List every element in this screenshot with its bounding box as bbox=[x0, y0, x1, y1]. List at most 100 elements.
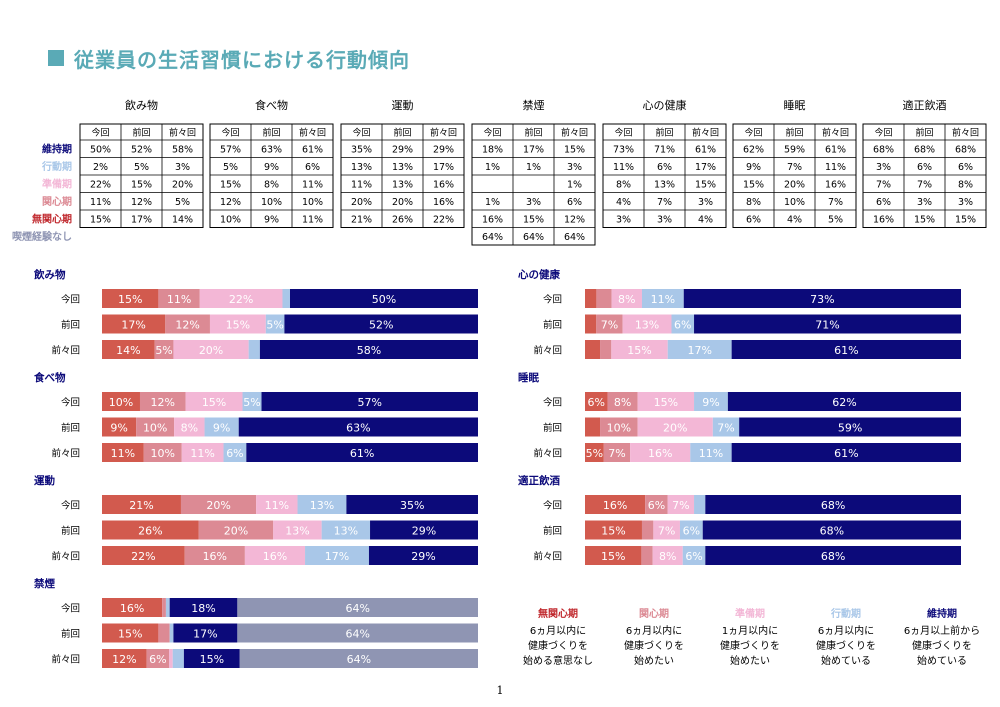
table-header-cell: 今回 bbox=[221, 127, 239, 139]
page-title: 従業員の生活習慣における行動傾向 bbox=[48, 44, 410, 72]
table-header-cell: 前回 bbox=[655, 127, 673, 139]
bar-data-label: 26% bbox=[138, 525, 162, 538]
table-border bbox=[209, 123, 334, 228]
legend-description-line: 健康づくりを bbox=[816, 641, 876, 652]
legend-description-line: 始めている bbox=[917, 656, 967, 667]
bar-segment-維持期 bbox=[727, 392, 961, 411]
table-border bbox=[471, 123, 596, 246]
table-cell: 8% bbox=[746, 197, 761, 208]
chart-title: 運動 bbox=[34, 474, 55, 487]
table-cell: 4% bbox=[698, 215, 713, 226]
bar-segment-行動期 bbox=[282, 289, 290, 308]
table-cell: 15% bbox=[220, 180, 241, 191]
bar-data-label: 50% bbox=[372, 293, 396, 306]
bar-segment-関心期 bbox=[641, 546, 653, 565]
table-cell: 6% bbox=[746, 215, 761, 226]
table-header-cell: 前々回 bbox=[952, 127, 979, 139]
bar-segment-維持期 bbox=[259, 340, 478, 359]
table-cell: 5% bbox=[134, 162, 149, 173]
bar-data-label: 22% bbox=[229, 293, 253, 306]
bar-data-label: 9% bbox=[213, 422, 230, 435]
bar-segment-関心期 bbox=[600, 417, 638, 437]
table-border bbox=[732, 123, 857, 228]
bar-segment-準備期 bbox=[611, 289, 642, 308]
table-cell: 16% bbox=[482, 215, 503, 226]
table-cell: 15% bbox=[564, 145, 585, 156]
chart-category-label: 前々回 bbox=[533, 448, 562, 460]
table-cell: 4% bbox=[787, 215, 802, 226]
table-cell: 22% bbox=[433, 215, 454, 226]
table-cell: 16% bbox=[873, 215, 894, 226]
table-cell: 6% bbox=[958, 162, 973, 173]
bar-segment-無関心期 bbox=[102, 546, 185, 565]
bar-segment-関心期 bbox=[596, 314, 623, 334]
legend-stage-name: 関心期 bbox=[639, 609, 669, 620]
bar-segment-無関心期 bbox=[102, 417, 137, 437]
bar-segment-無関心期 bbox=[102, 340, 155, 359]
bar-segment-行動期 bbox=[641, 289, 684, 308]
table-cell: 7% bbox=[828, 197, 843, 208]
bar-data-label: 6% bbox=[149, 653, 166, 666]
bar-segment-維持期 bbox=[731, 340, 961, 359]
bar-data-label: 15% bbox=[118, 293, 142, 306]
bar-segment-維持期 bbox=[173, 623, 238, 643]
bar-data-label: 17% bbox=[193, 628, 217, 641]
bar-segment-維持期 bbox=[346, 495, 478, 514]
bar-segment-関心期 bbox=[143, 443, 182, 462]
bar-segment-行動期 bbox=[169, 623, 174, 643]
bar-data-label: 13% bbox=[285, 525, 309, 538]
table-cell: 15% bbox=[955, 215, 976, 226]
bar-data-label: 29% bbox=[412, 525, 436, 538]
table-border bbox=[602, 123, 727, 228]
bar-segment-無関心期 bbox=[585, 289, 597, 308]
bar-segment-準備期 bbox=[630, 443, 691, 462]
table-cell: 68% bbox=[873, 145, 894, 156]
table-cell: 6% bbox=[305, 162, 320, 173]
table-cell: 21% bbox=[351, 215, 372, 226]
table-cell: 11% bbox=[351, 180, 372, 191]
bar-data-label: 11% bbox=[167, 293, 191, 306]
title-square-icon bbox=[48, 50, 64, 66]
legend-stage-name: 維持期 bbox=[927, 609, 957, 620]
bar-data-label: 68% bbox=[820, 525, 844, 538]
table-border bbox=[340, 123, 465, 228]
legend-description-line: 6ヵ月以内に bbox=[817, 626, 875, 637]
table-cell: 29% bbox=[433, 145, 454, 156]
bar-segment-行動期 bbox=[671, 314, 695, 334]
bar-segment-維持期 bbox=[368, 546, 478, 565]
legend-item-3: 行動期 6ヵ月以内に 健康づくりを 始めている bbox=[800, 607, 892, 669]
bar-segment-準備期 bbox=[185, 392, 243, 411]
table-cell: 17% bbox=[131, 215, 152, 226]
bar-segment-準備期 bbox=[244, 546, 306, 565]
chart-category-label: 今回 bbox=[543, 500, 562, 512]
bar-segment-無関心期 bbox=[102, 392, 140, 411]
chart-category-label: 前回 bbox=[61, 319, 80, 331]
legend-item-0: 無関心期 6ヵ月以内に 健康づくりを 始める意思なし bbox=[512, 607, 604, 669]
bar-data-label: 61% bbox=[834, 344, 858, 357]
bar-data-label: 8% bbox=[618, 293, 635, 306]
bar-segment-維持期 bbox=[246, 443, 478, 462]
bar-data-label: 15% bbox=[226, 319, 250, 332]
bar-segment-無関心期 bbox=[102, 443, 144, 462]
chart-title: 禁煙 bbox=[33, 577, 55, 590]
bar-data-label: 11% bbox=[699, 447, 723, 460]
bar-data-label: 10% bbox=[151, 447, 175, 460]
bar-data-label: 13% bbox=[635, 319, 659, 332]
table-title: 運動 bbox=[392, 98, 414, 112]
bar-data-label: 17% bbox=[325, 550, 349, 563]
bar-segment-無関心期 bbox=[102, 649, 147, 668]
chart-category-label: 今回 bbox=[61, 500, 80, 512]
table-cell: 12% bbox=[131, 197, 152, 208]
bar-data-label: 68% bbox=[821, 550, 845, 563]
bar-data-label: 15% bbox=[200, 653, 224, 666]
table-header-cell: 前々回 bbox=[169, 127, 196, 139]
table-cell: 1% bbox=[485, 162, 500, 173]
bar-data-label: 29% bbox=[411, 550, 435, 563]
legend-description-line: 健康づくりを bbox=[720, 641, 780, 652]
bar-data-label: 9% bbox=[702, 396, 719, 409]
bar-data-label: 9% bbox=[110, 422, 127, 435]
